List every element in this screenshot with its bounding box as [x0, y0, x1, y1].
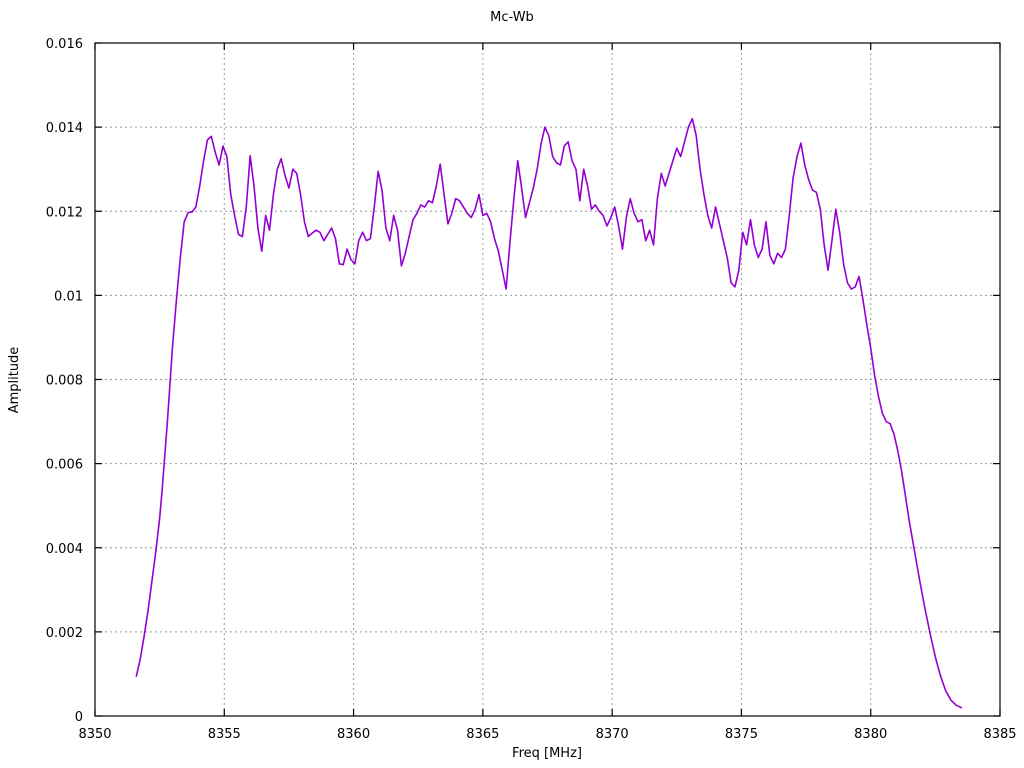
x-tick-label: 8370 [596, 727, 629, 742]
y-tick-label: 0.014 [46, 121, 83, 136]
y-tick-label: 0.006 [46, 458, 83, 473]
y-axis-label: Amplitude [7, 347, 22, 414]
y-tick-label: 0.008 [46, 374, 83, 389]
data-series-line [135, 117, 963, 709]
y-tick-label: 0.002 [46, 626, 83, 641]
y-tick-labels: 0 0.002 0.004 0.006 0.008 0.01 0.012 0.014 0.016 [46, 37, 83, 725]
y-tick-label: 0.01 [54, 289, 83, 304]
x-tick-label: 8380 [854, 727, 887, 742]
y-tick-label: 0.016 [46, 37, 83, 52]
x-tick-label: 8365 [466, 727, 499, 742]
chart-title: Mc-Wb [490, 10, 534, 25]
x-tick-label: 8355 [208, 727, 241, 742]
x-tick-label: 8360 [337, 727, 370, 742]
x-axis-label: Freq [MHz] [512, 746, 582, 761]
y-tick-label: 0.012 [46, 205, 83, 220]
x-tick-label: 8350 [78, 727, 111, 742]
y-tick-label: 0.004 [46, 542, 83, 557]
x-tick-label: 8385 [983, 727, 1016, 742]
grid-lines [95, 43, 1000, 716]
x-tick-label: 8375 [725, 727, 758, 742]
x-tick-labels: 8350 8355 8360 8365 8370 8375 8380 8385 [78, 727, 1016, 742]
y-tick-label: 0 [75, 710, 83, 725]
plot-frame [94, 42, 1001, 717]
